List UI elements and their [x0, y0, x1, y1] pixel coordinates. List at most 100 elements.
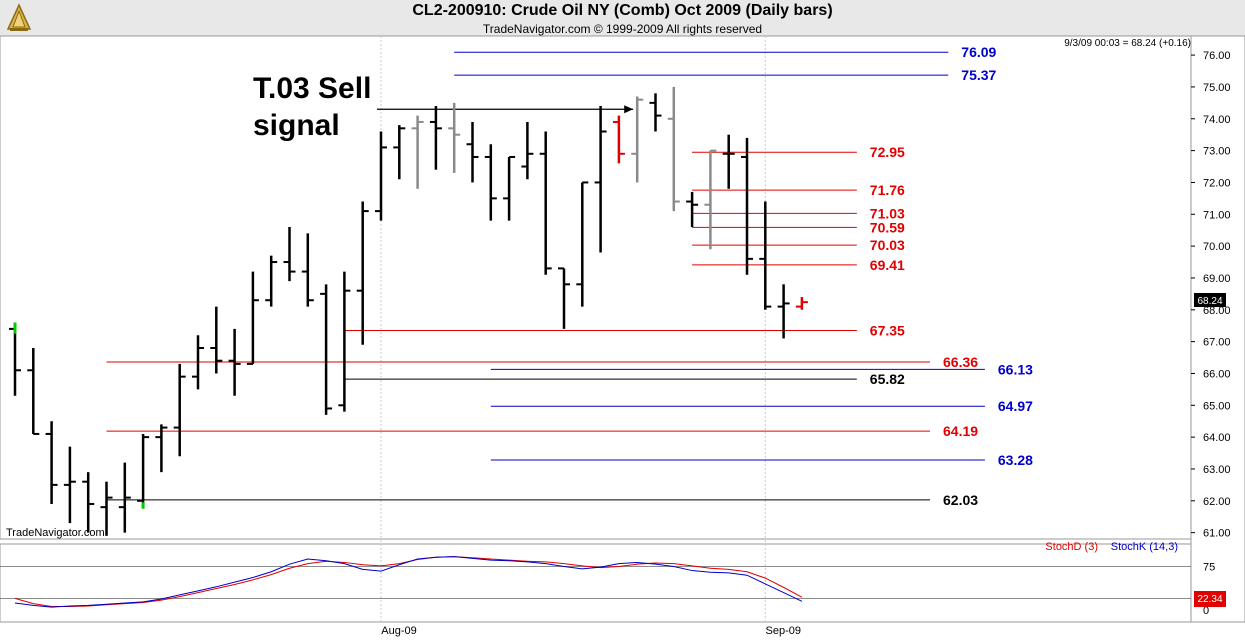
price-tick-label: 74.00 — [1203, 114, 1231, 126]
price-tick-label: 61.00 — [1203, 528, 1231, 540]
ohlc-bar — [356, 201, 369, 345]
annotation-line1: T.03 Sell — [253, 72, 371, 105]
sextant-logo-icon — [6, 3, 32, 31]
ohlc-bar — [558, 267, 570, 329]
level-label: 76.09 — [961, 44, 996, 60]
ohlc-bar — [118, 462, 131, 533]
watermark: TradeNavigator.com — [6, 527, 105, 539]
ohlc-bar — [795, 297, 808, 310]
ohlc-bar — [301, 233, 314, 307]
price-tick-label: 63.00 — [1203, 464, 1231, 476]
level-label: 71.03 — [870, 205, 905, 221]
ohlc-bar — [246, 271, 259, 365]
ohlc-bar — [429, 106, 442, 170]
ohlc-bar — [741, 137, 753, 275]
ohlc-bar — [82, 472, 95, 533]
ohlc-bar — [338, 271, 351, 412]
level-label: 63.28 — [998, 452, 1033, 468]
ohlc-bar — [484, 144, 497, 221]
price-panel-frame — [0, 35, 1192, 540]
ohlc-bar — [722, 134, 735, 189]
ohlc-bar — [759, 201, 772, 310]
ohlc-bar — [521, 121, 534, 180]
ohlc-bar — [667, 86, 680, 212]
price-tick-label: 66.00 — [1203, 368, 1231, 380]
ohlc-bars — [9, 86, 808, 536]
signal-arrow-head — [624, 105, 634, 114]
ohlc-bar — [63, 446, 76, 524]
ohlc-bar — [649, 93, 662, 132]
level-label: 64.19 — [943, 423, 978, 439]
level-label: 66.36 — [943, 354, 978, 370]
price-tick-label: 64.00 — [1203, 432, 1231, 444]
price-tick-label: 70.00 — [1203, 241, 1231, 253]
legend-stochd: StochD (3) — [1045, 541, 1098, 553]
level-label: 65.82 — [870, 371, 905, 387]
legend-stochk: StochK (14,3) — [1111, 541, 1178, 553]
level-label: 69.41 — [870, 257, 905, 273]
stoch-panel-frame — [0, 543, 1192, 623]
ohlc-bar — [539, 131, 552, 275]
level-label: 64.97 — [998, 398, 1033, 414]
ohlc-bar — [503, 155, 516, 221]
last-price-badge: 68.24 — [1194, 293, 1226, 307]
ohlc-bar — [100, 481, 113, 536]
price-tick-label: 75.00 — [1203, 82, 1231, 94]
ohlc-bar — [631, 96, 644, 183]
axis-panel-frame — [1190, 35, 1245, 623]
ohlc-bar — [265, 255, 278, 307]
ohlc-bar — [210, 306, 223, 374]
quote-readout: 9/3/09 00:03 = 68.24 (+0.16) — [1064, 38, 1191, 49]
price-tick-label: 73.00 — [1203, 146, 1231, 158]
price-tick-label: 68.00 — [1203, 305, 1231, 317]
level-label: 72.95 — [870, 144, 905, 160]
ohlc-bar — [155, 424, 168, 473]
level-label: 75.37 — [961, 67, 996, 83]
ohlc-bar — [137, 433, 150, 508]
level-label: 66.13 — [998, 361, 1033, 377]
price-axis: 76.00 75.00 74.00 73.00 72.00 71.00 70.00 69.00… — [1191, 50, 1231, 540]
copyright-notice: TradeNavigator.com © 1999-2009 All right… — [482, 22, 763, 36]
ohlc-bar — [192, 335, 204, 390]
ohlc-bar — [320, 284, 333, 415]
level-label: 67.35 — [870, 322, 905, 338]
ohlc-bar — [777, 284, 790, 339]
chart-title: CL2-200910: Crude Oil NY (Comb) Oct 2009… — [412, 2, 833, 19]
ohlc-bar — [375, 131, 387, 221]
last-price-label: 68.24 — [1197, 296, 1222, 307]
ohlc-bar — [466, 121, 479, 183]
ohlc-bar — [393, 125, 406, 180]
ohlc-bar — [411, 115, 424, 189]
level-label: 70.03 — [870, 237, 905, 253]
level-label: 70.59 — [870, 219, 905, 235]
stoch-tick-label: 75 — [1203, 562, 1215, 574]
price-tick-label: 62.00 — [1203, 496, 1231, 508]
ohlc-bar — [228, 328, 241, 396]
price-grid: Aug-09 Sep-09 — [0, 35, 1245, 637]
level-label: 62.03 — [943, 492, 978, 508]
price-tick-label: 65.00 — [1203, 400, 1231, 412]
date-tick-label: Sep-09 — [766, 625, 801, 637]
stoch-value-badge: 22.34 — [1194, 591, 1226, 607]
price-tick-label: 69.00 — [1203, 273, 1231, 285]
ohlc-bar — [448, 102, 461, 173]
price-tick-label: 76.00 — [1203, 50, 1231, 62]
ohlc-bar — [704, 149, 717, 250]
ohlc-bar — [686, 191, 699, 228]
chart-header: CL2-200910: Crude Oil NY (Comb) Oct 2009… — [0, 0, 1245, 37]
ohlc-bar — [283, 227, 296, 282]
ohlc-bar — [173, 363, 186, 457]
ohlc-bar — [27, 347, 40, 435]
price-tick-label: 72.00 — [1203, 177, 1231, 189]
ohlc-bar — [576, 181, 589, 307]
stoch-tick-label: 0 — [1203, 605, 1209, 617]
stoch-value-label: 22.34 — [1197, 594, 1222, 605]
price-tick-label: 67.00 — [1203, 337, 1231, 349]
ohlc-bar — [612, 115, 625, 164]
date-tick-label: Aug-09 — [381, 625, 416, 637]
stochastic-lines: 75 0 — [0, 556, 1215, 617]
annotation-line2: signal — [253, 109, 340, 142]
price-tick-label: 71.00 — [1203, 209, 1231, 221]
